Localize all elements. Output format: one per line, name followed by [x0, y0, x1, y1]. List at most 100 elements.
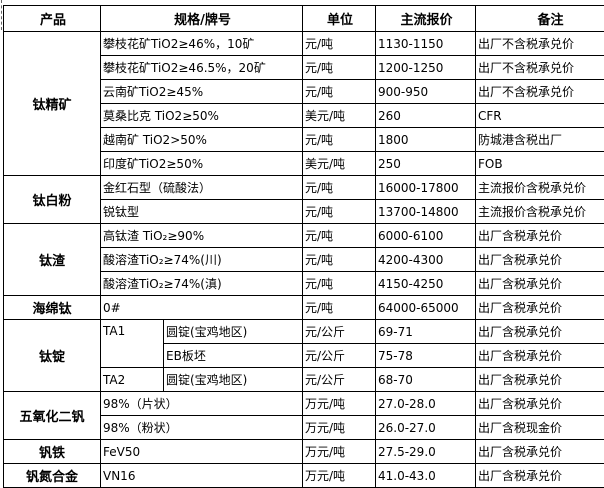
table-row: TA2 圆锭(宝鸡地区) 元/公斤 68-70 出厂含税承兑价: [4, 367, 604, 392]
price-table: 产品 规格/牌号 单位 主流报价 备注 钛精矿 攀枝花矿TiO2≥46%，10矿元…: [3, 5, 604, 488]
header-spec: 规格/牌号: [100, 5, 303, 32]
note-cell: CFR: [475, 103, 604, 128]
price-cell: 1130-1150: [375, 31, 476, 56]
spec-cell: 高钛渣 TiO₂≥90%: [100, 223, 303, 248]
price-cell: 4200-4300: [375, 247, 476, 272]
note-cell: 主流报价含税承兑价: [475, 175, 604, 200]
spec-cell: 云南矿TiO2≥45%: [100, 79, 303, 104]
table-row: 钛渣 高钛渣 TiO₂≥90% 元/吨 6000-6100 出厂含税承兑价: [3, 223, 604, 296]
unit-cell: 元/公斤: [302, 343, 376, 368]
spec-cell: 98%（粉状）: [100, 415, 303, 440]
header-row: 产品 规格/牌号 单位 主流报价 备注: [3, 5, 604, 32]
header-unit: 单位: [302, 5, 376, 32]
unit-cell: 元/吨: [302, 223, 376, 248]
note-cell: 出厂含税承兑价: [475, 391, 604, 416]
spec-cell: 印度矿TiO2≥50%: [100, 151, 303, 176]
price-cell: 1800: [375, 127, 476, 152]
note-cell: 出厂含税承兑价: [475, 343, 604, 368]
price-cell: 13700-14800: [375, 199, 476, 224]
spec-cell: 酸溶渣TiO₂≥74%(川): [100, 247, 303, 272]
unit-cell: 元/吨: [302, 127, 376, 152]
spec-cell: 越南矿 TiO2>50%: [100, 127, 303, 152]
table-row: 钒铁 FeV50 万元/吨 27.5-29.0 出厂含税承兑价: [3, 439, 604, 464]
price-cell: 27.0-28.0: [375, 391, 476, 416]
price-cell: 27.5-29.0: [375, 439, 476, 464]
note-cell: 出厂含税承兑价: [475, 247, 604, 272]
unit-cell: 元/吨: [302, 55, 376, 80]
table-row: 酸溶渣TiO₂≥74%(滇) 元/吨 4150-4250 出厂含税承兑价: [4, 271, 604, 296]
price-cell: 1200-1250: [375, 55, 476, 80]
spec-cell: 圆锭(宝鸡地区): [163, 367, 303, 392]
spec-cell: 0#: [100, 295, 303, 320]
note-cell: 防城港含税出厂: [475, 127, 604, 152]
spec-cell: 圆锭(宝鸡地区): [163, 319, 303, 344]
price-cell: 16000-17800: [375, 175, 476, 200]
unit-cell: 万元/吨: [302, 463, 376, 488]
spec-cell: 金红石型（硫酸法）: [100, 175, 303, 200]
table-row: 钛锭 TA1 圆锭(宝鸡地区) 元/公斤 69-71 出厂含税承兑价: [3, 319, 604, 392]
price-cell: 41.0-43.0: [375, 463, 476, 488]
note-cell: 出厂含税承兑价: [475, 295, 604, 320]
price-cell: 250: [375, 151, 476, 176]
table-row: 酸溶渣TiO₂≥74%(川) 元/吨 4200-4300 出厂含税承兑价: [4, 247, 604, 272]
spec-cell: 攀枝花矿TiO2≥46%，10矿: [100, 31, 303, 56]
unit-cell: 万元/吨: [302, 415, 376, 440]
note-cell: FOB: [475, 151, 604, 176]
product-cell: 海绵钛: [3, 295, 101, 320]
note-cell: 出厂不含税承兑价: [475, 31, 604, 56]
product-cell: 钛锭: [3, 319, 101, 392]
spec-cell: 莫桑比克 TiO2≥50%: [100, 103, 303, 128]
unit-cell: 元/公斤: [302, 367, 376, 392]
header-note: 备注: [475, 5, 604, 32]
price-cell: 4150-4250: [375, 271, 476, 296]
spec-cell: 98%（片状）: [100, 391, 303, 416]
note-cell: 出厂含税承兑价: [475, 271, 604, 296]
spec-cell: VN16: [100, 463, 303, 488]
header-product: 产品: [3, 5, 101, 32]
unit-cell: 元/吨: [302, 79, 376, 104]
table-row: 98%（粉状） 万元/吨 26.0-27.0 出厂含税现金价: [4, 415, 604, 440]
price-cell: 75-78: [375, 343, 476, 368]
price-cell: 68-70: [375, 367, 476, 392]
table-row: 钒氮合金 VN16 万元/吨 41.0-43.0 出厂含税承兑价: [3, 463, 604, 488]
spec-cell: 锐钛型: [100, 199, 303, 224]
spec-cell: 酸溶渣TiO₂≥74%(滇): [100, 271, 303, 296]
table-row: 钛白粉 金红石型（硫酸法） 元/吨 16000-17800 主流报价含税承兑价: [3, 175, 604, 224]
price-cell: 69-71: [375, 319, 476, 344]
table-row: 印度矿TiO2≥50% 美元/吨 250 FOB: [4, 151, 604, 176]
note-cell: 出厂含税承兑价: [475, 367, 604, 392]
spec-cell: 攀枝花矿TiO2≥46.5%，20矿: [100, 55, 303, 80]
table-row: 钛精矿 攀枝花矿TiO2≥46%，10矿 元/吨 1130-1150 出厂不含税承兑价: [3, 31, 604, 176]
unit-cell: 元/吨: [302, 199, 376, 224]
unit-cell: 美元/吨: [302, 151, 376, 176]
spec-cell: EB板坯: [163, 343, 303, 368]
note-cell: 出厂含税承兑价: [475, 223, 604, 248]
unit-cell: 元/吨: [302, 175, 376, 200]
unit-cell: 美元/吨: [302, 103, 376, 128]
note-cell: 出厂含税承兑价: [475, 463, 604, 488]
product-cell: 五氧化二钒: [3, 391, 101, 440]
unit-cell: 元/公斤: [302, 319, 376, 344]
table-row: 攀枝花矿TiO2≥46.5%，20矿 元/吨 1200-1250 出厂不含税承兑价: [4, 55, 604, 80]
unit-cell: 元/吨: [302, 271, 376, 296]
price-cell: 6000-6100: [375, 223, 476, 248]
grade-cell: TA1: [100, 319, 164, 368]
unit-cell: 元/吨: [302, 247, 376, 272]
product-cell: 钛渣: [3, 223, 101, 296]
product-cell: 钒铁: [3, 439, 101, 464]
note-cell: 出厂不含税承兑价: [475, 79, 604, 104]
product-cell: 钛精矿: [3, 31, 101, 176]
sheet-edge-dashed: [1, 0, 2, 30]
price-cell: 900-950: [375, 79, 476, 104]
table-row: 越南矿 TiO2>50% 元/吨 1800 防城港含税出厂: [4, 127, 604, 152]
unit-cell: 元/吨: [302, 295, 376, 320]
price-cell: 64000-65000: [375, 295, 476, 320]
unit-cell: 元/吨: [302, 31, 376, 56]
product-cell: 钛白粉: [3, 175, 101, 224]
price-cell: 260: [375, 103, 476, 128]
table-row: 海绵钛 0# 元/吨 64000-65000 出厂含税承兑价: [3, 295, 604, 320]
table-row: EB板坯 元/公斤 75-78 出厂含税承兑价: [4, 343, 604, 368]
product-cell: 钒氮合金: [3, 463, 101, 488]
unit-cell: 万元/吨: [302, 391, 376, 416]
header-price: 主流报价: [375, 5, 476, 32]
